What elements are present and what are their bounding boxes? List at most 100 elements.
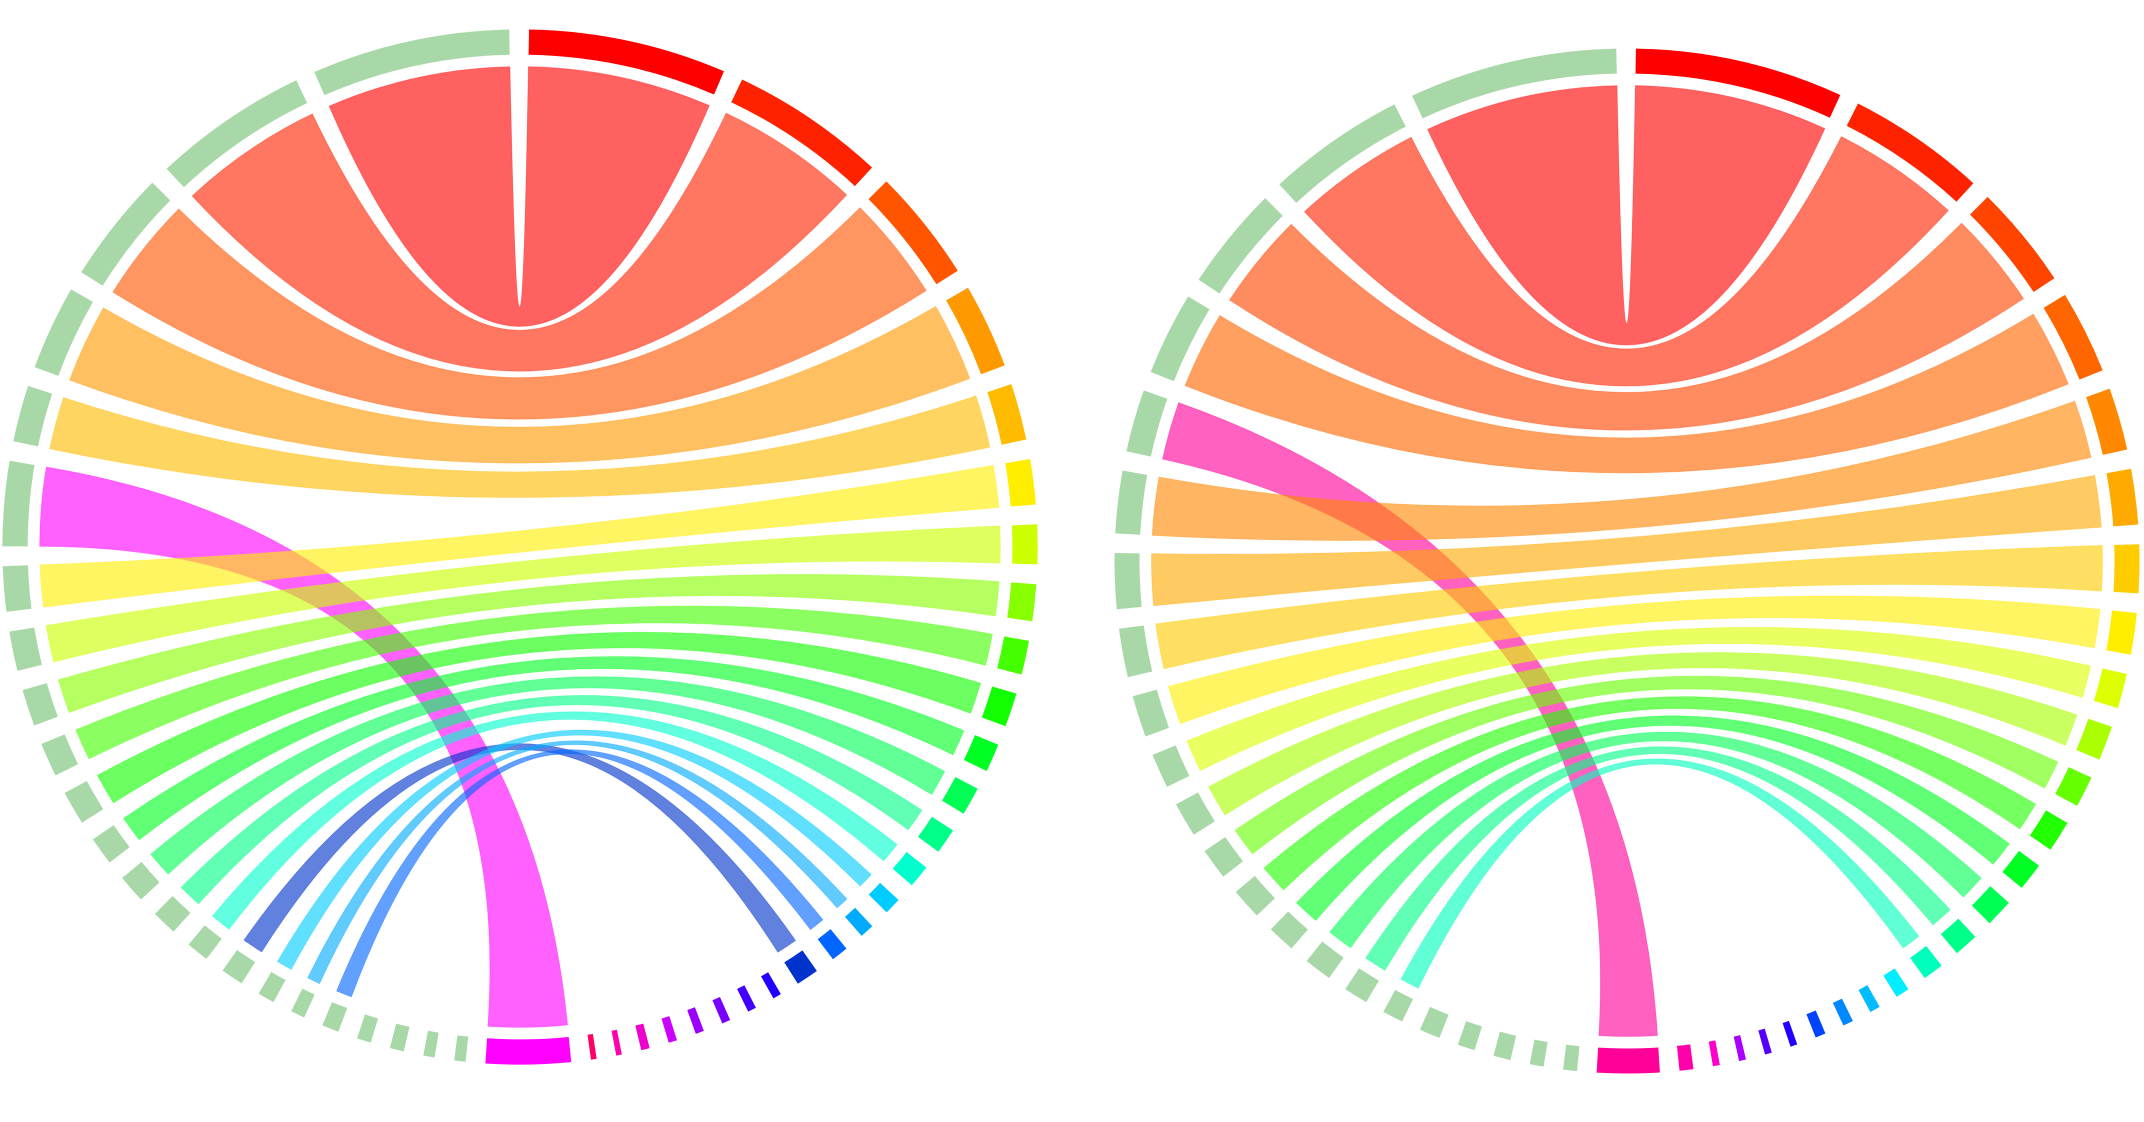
group-arc xyxy=(2106,468,2139,527)
group-arc xyxy=(844,907,873,936)
chord-ribbon xyxy=(49,395,991,498)
chord-ribbon xyxy=(1329,731,1982,949)
group-arc xyxy=(1676,1044,1694,1071)
group-arc xyxy=(2113,544,2140,594)
group-arc xyxy=(1412,48,1617,119)
group-arc xyxy=(1635,48,1841,118)
group-arc xyxy=(1279,104,1406,203)
group-arc xyxy=(154,895,191,932)
chord-ribbon xyxy=(191,112,848,372)
group-arc xyxy=(1345,968,1379,1003)
group-arc xyxy=(784,950,817,984)
chord-ribbon xyxy=(1228,222,2025,431)
group-arc xyxy=(2002,850,2040,888)
group-arc xyxy=(2,565,32,612)
chord-diagram xyxy=(1114,48,2140,1074)
group-arc xyxy=(1419,1006,1449,1038)
group-arc xyxy=(2106,610,2137,655)
group-arc xyxy=(81,182,171,286)
group-arc xyxy=(34,289,94,377)
group-arc xyxy=(2076,718,2112,760)
group-arc xyxy=(941,776,978,814)
group-arc xyxy=(1969,196,2055,293)
group-arc xyxy=(1563,1044,1580,1072)
ribbons xyxy=(1151,85,2103,1037)
group-arc xyxy=(687,1007,704,1034)
group-arc xyxy=(587,1033,597,1060)
chord-ribbon xyxy=(1295,715,2010,922)
group-arc xyxy=(892,851,927,886)
group-arc xyxy=(485,1036,572,1065)
group-arc xyxy=(528,29,724,95)
group-arc xyxy=(868,181,958,285)
ribbons xyxy=(39,66,1001,1028)
group-arc xyxy=(635,1023,650,1051)
chord-ribbon xyxy=(1303,136,1949,387)
group-arc xyxy=(1758,1028,1772,1055)
chord-ribbon xyxy=(1186,626,2092,772)
group-arc xyxy=(1005,458,1036,507)
group-arc xyxy=(1940,918,1976,954)
group-arc xyxy=(981,686,1017,727)
group-arc xyxy=(1114,553,1142,610)
group-arc xyxy=(1832,998,1853,1026)
group-arc xyxy=(1782,1020,1798,1047)
chord-ribbon xyxy=(180,695,923,905)
group-arc xyxy=(2055,767,2092,806)
chord-ribbon xyxy=(75,605,993,760)
chord-ribbon xyxy=(150,676,946,875)
chord-diagram xyxy=(2,29,1038,1065)
group-arc xyxy=(1383,989,1414,1022)
group-arc xyxy=(1733,1035,1747,1062)
group-arc xyxy=(1118,625,1153,678)
group-arc xyxy=(314,29,510,96)
group-arc xyxy=(1910,945,1942,979)
group-arc xyxy=(1198,198,1283,294)
group-arc xyxy=(868,882,899,913)
group-arc xyxy=(731,79,873,187)
chord-ribbon xyxy=(328,66,710,327)
chord-ribbon xyxy=(45,525,1001,663)
group-arc xyxy=(9,627,42,671)
group-arc xyxy=(188,925,222,959)
chord-ribbon xyxy=(1365,746,1951,971)
group-arc xyxy=(122,861,160,900)
group-arc xyxy=(1126,390,1168,457)
group-arc xyxy=(1806,1010,1826,1038)
group-arc xyxy=(946,287,1005,375)
group-arc xyxy=(1493,1031,1517,1061)
group-arc xyxy=(2029,810,2068,850)
chord-ribbon xyxy=(1234,675,2059,855)
chord-ribbon xyxy=(1184,313,2069,474)
group-arc xyxy=(1270,911,1308,949)
chord-ribbon xyxy=(1155,545,2103,670)
group-arc xyxy=(1883,968,1909,997)
group-arc xyxy=(2043,294,2103,380)
group-arc xyxy=(1152,745,1190,787)
group-arc xyxy=(166,80,308,188)
group-arc xyxy=(997,636,1030,675)
group-arc xyxy=(1175,792,1215,835)
group-arc xyxy=(1204,836,1244,877)
chord-ribbon xyxy=(1427,85,1826,346)
group-arc xyxy=(258,971,286,1003)
group-arc xyxy=(1596,1047,1660,1074)
chord-ribbon xyxy=(1151,474,2102,607)
group-arc xyxy=(611,1029,622,1056)
group-arc xyxy=(454,1035,469,1062)
group-arc xyxy=(222,949,256,984)
chord-ribbon xyxy=(96,631,982,804)
group-arc xyxy=(64,780,104,823)
group-arc xyxy=(423,1030,439,1058)
group-arc xyxy=(2093,668,2127,709)
group-arc xyxy=(917,816,954,852)
chord-ribbon xyxy=(39,464,1000,608)
group-arc xyxy=(13,385,53,447)
group-arc xyxy=(357,1014,379,1043)
group-arc xyxy=(737,985,756,1012)
chord-ribbon xyxy=(57,574,1000,714)
group-arc xyxy=(1708,1040,1720,1067)
group-arc xyxy=(1457,1021,1482,1051)
